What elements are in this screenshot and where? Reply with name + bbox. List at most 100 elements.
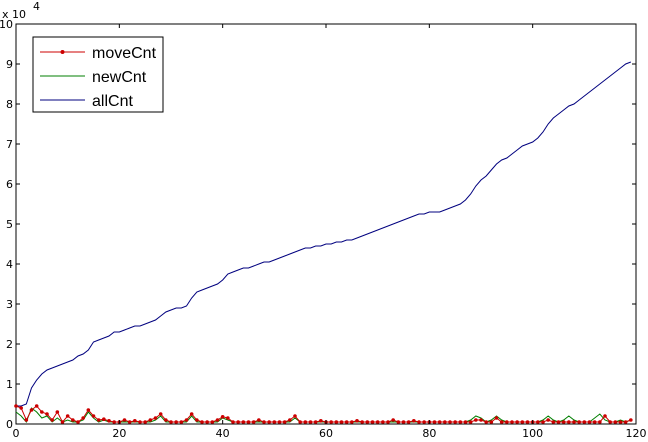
data-point-movecnt [334, 420, 339, 424]
data-point-movecnt [29, 408, 34, 412]
y-scale-label: x 10 [2, 8, 26, 21]
data-point-movecnt [598, 420, 602, 424]
data-point-movecnt [370, 420, 375, 424]
data-point-movecnt [195, 418, 199, 422]
data-point-movecnt [76, 420, 80, 424]
data-point-movecnt [236, 420, 240, 424]
y-tick-label: 5 [6, 218, 13, 231]
x-tick-label: 100 [522, 427, 543, 440]
data-point-movecnt [169, 420, 173, 424]
data-point-movecnt [143, 420, 147, 424]
data-point-movecnt [189, 412, 194, 416]
y-tick-label: 0 [6, 418, 13, 431]
data-point-movecnt [603, 414, 607, 418]
data-point-movecnt [339, 420, 344, 424]
y-tick-label: 2 [6, 338, 13, 351]
data-point-movecnt [220, 415, 225, 419]
data-point-movecnt [350, 420, 354, 424]
data-point-movecnt [613, 420, 618, 424]
data-point-movecnt [365, 420, 370, 424]
x-tick-label: 60 [319, 427, 333, 440]
data-point-movecnt [587, 420, 592, 424]
data-point-movecnt [102, 417, 106, 422]
data-point-movecnt [391, 418, 395, 422]
legend-label-movecnt: moveCnt [92, 45, 157, 62]
data-point-movecnt [505, 420, 509, 424]
data-point-movecnt [401, 420, 406, 424]
data-point-movecnt [86, 408, 91, 412]
data-point-movecnt [133, 419, 137, 423]
data-point-movecnt [474, 418, 478, 422]
data-point-movecnt [19, 406, 23, 410]
legend-label-newcnt: newCnt [92, 69, 147, 86]
data-point-movecnt [484, 420, 488, 424]
data-point-movecnt [184, 418, 189, 422]
data-point-movecnt [257, 418, 261, 422]
data-point-movecnt [453, 420, 457, 424]
data-point-movecnt [91, 414, 96, 418]
data-point-movecnt [14, 404, 18, 408]
data-point-movecnt [360, 420, 364, 424]
tick-layer: 0 20 40 60 80 100 120 0 1 2 3 4 5 6 7 8 9 10 [0, 18, 647, 440]
data-point-movecnt [50, 418, 54, 422]
y-tick-label: 7 [6, 138, 13, 151]
data-point-movecnt [34, 404, 39, 408]
data-point-movecnt [458, 420, 463, 424]
data-point-movecnt [231, 420, 235, 424]
data-point-movecnt [60, 420, 65, 424]
data-point-movecnt [525, 420, 530, 424]
y-scale-exponent: 4 [33, 0, 40, 13]
data-point-movecnt [179, 420, 184, 424]
data-point-movecnt [577, 420, 581, 424]
data-point-movecnt [272, 420, 277, 424]
data-point-movecnt [288, 418, 292, 422]
data-point-movecnt [226, 416, 230, 420]
data-point-movecnt [267, 420, 271, 424]
data-point-movecnt [298, 420, 302, 424]
data-point-movecnt [515, 420, 519, 424]
data-point-movecnt [308, 420, 313, 424]
data-point-movecnt [592, 420, 597, 424]
data-point-movecnt [40, 410, 44, 414]
data-point-movecnt [489, 420, 494, 424]
data-point-movecnt [463, 420, 468, 424]
data-point-movecnt [164, 418, 168, 422]
data-point-movecnt [319, 419, 323, 423]
data-point-movecnt [174, 420, 178, 424]
data-point-movecnt [556, 420, 561, 424]
legend-item-newcnt: newCnt [40, 69, 147, 86]
data-point-movecnt [536, 420, 540, 424]
data-point-movecnt [608, 420, 612, 424]
data-point-movecnt [541, 420, 545, 424]
data-point-movecnt [112, 420, 116, 424]
y-tick-label: 10 [0, 18, 13, 31]
data-point-movecnt [24, 418, 29, 422]
data-point-movecnt [96, 418, 101, 422]
y-tick-label: 3 [6, 298, 13, 311]
data-point-movecnt [344, 420, 349, 424]
data-point-movecnt [215, 418, 220, 422]
legend: moveCnt newCnt allCnt [32, 36, 164, 113]
x-tick-label: 0 [13, 427, 20, 440]
data-point-movecnt [303, 420, 308, 424]
data-point-movecnt [406, 420, 411, 424]
data-point-movecnt [210, 420, 215, 424]
x-tick-label: 120 [626, 427, 647, 440]
x-tick-label: 40 [216, 427, 230, 440]
data-point-movecnt [479, 418, 483, 422]
data-point-movecnt [355, 419, 359, 423]
data-point-movecnt [629, 418, 633, 422]
legend-item-movecnt: moveCnt [40, 45, 157, 62]
data-point-movecnt [499, 420, 504, 424]
data-point-movecnt [205, 420, 209, 424]
data-point-movecnt [65, 414, 70, 418]
data-point-movecnt [375, 420, 380, 424]
data-point-movecnt [148, 418, 153, 422]
data-point-movecnt [396, 420, 401, 424]
x-tick-label: 80 [422, 427, 436, 440]
data-point-movecnt [251, 420, 256, 424]
x-tick-label: 20 [112, 427, 126, 440]
data-point-movecnt [81, 416, 85, 420]
data-point-movecnt [282, 420, 287, 424]
